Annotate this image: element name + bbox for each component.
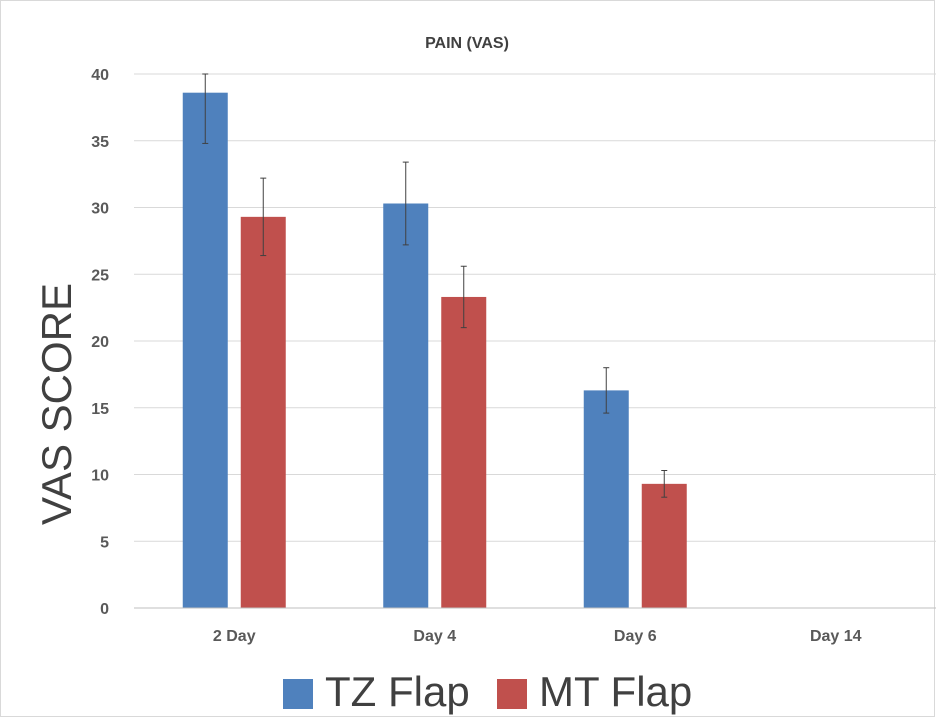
error-bar <box>260 177 267 257</box>
y-tick-label: 35 <box>91 134 109 151</box>
legend-label: TZ Flap <box>325 668 470 715</box>
error-bars <box>202 73 668 498</box>
x-tick-label: Day 6 <box>614 628 657 645</box>
bar-mt-flap <box>441 296 487 608</box>
error-bar <box>202 73 209 144</box>
y-tick-label: 0 <box>100 601 109 618</box>
x-tick-label: 2 Day <box>213 628 256 645</box>
legend-swatch <box>283 679 313 709</box>
axes: 0 5 10 15 20 25 30 35 40 2 Day Day 4 Day 6 Day 14 <box>91 67 936 645</box>
y-tick-label: 20 <box>91 334 109 351</box>
error-bar <box>460 265 467 329</box>
bar-mt-flap <box>641 483 687 608</box>
bar-tz-flap <box>383 203 429 608</box>
y-tick-label: 40 <box>91 67 109 84</box>
error-bar <box>402 161 409 246</box>
legend-label: MT Flap <box>539 668 692 715</box>
y-tick-label: 5 <box>100 534 109 551</box>
y-tick-label: 10 <box>91 468 109 485</box>
chart-title: PAIN (VAS) <box>425 35 509 52</box>
bar-tz-flap <box>182 92 228 608</box>
error-bar <box>661 469 668 498</box>
y-tick-label: 15 <box>91 401 109 418</box>
x-tick-label: Day 4 <box>413 628 456 645</box>
y-tick-label: 30 <box>91 201 109 218</box>
legend-item: MT Flap <box>497 668 692 715</box>
error-bar <box>603 367 610 414</box>
legend-item: TZ Flap <box>283 668 470 715</box>
x-tick-label: Day 14 <box>810 628 862 645</box>
bar-tz-flap <box>583 390 629 608</box>
bars <box>182 92 687 608</box>
y-axis-label: VAS SCORE <box>33 283 80 525</box>
legend: TZ Flap MT Flap <box>283 668 692 715</box>
bar-mt-flap <box>240 216 286 608</box>
y-tick-label: 25 <box>91 267 109 284</box>
legend-swatch <box>497 679 527 709</box>
